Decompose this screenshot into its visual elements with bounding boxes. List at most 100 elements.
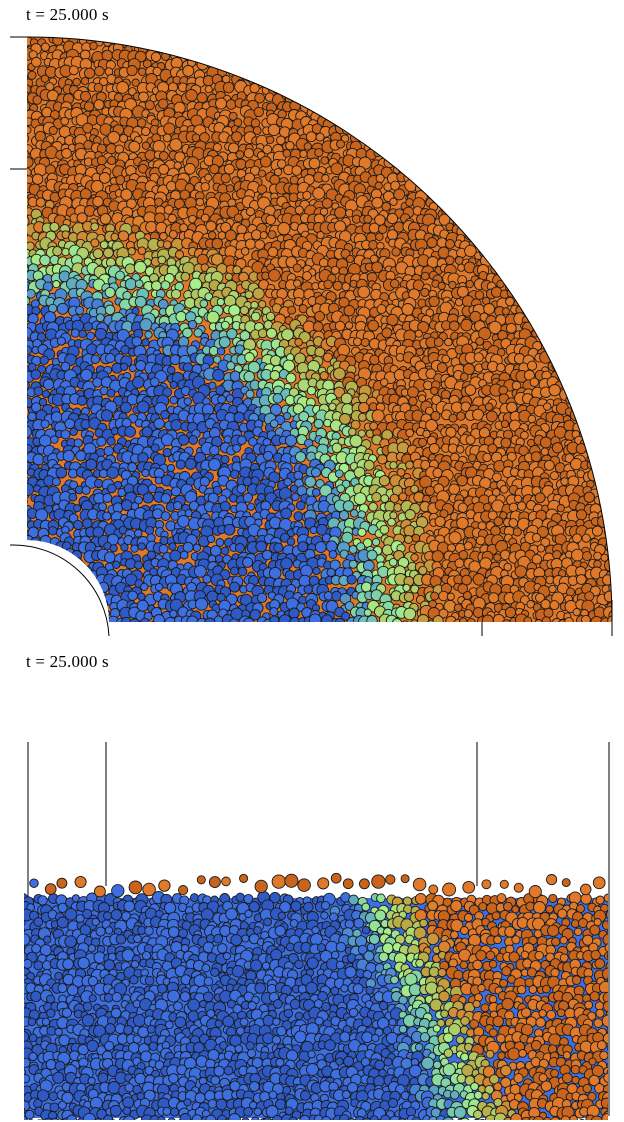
particle-3674 (80, 565, 93, 579)
particle-844 (352, 983, 364, 995)
particle-3459 (531, 533, 542, 543)
particle-92 (68, 65, 79, 76)
particle-3809 (140, 582, 149, 592)
particle-2691 (75, 450, 87, 462)
particle-2677 (540, 447, 550, 456)
particle-2133 (27, 386, 29, 400)
particle-3646 (388, 557, 398, 567)
particle-236 (215, 97, 228, 110)
particle-3915 (488, 592, 500, 604)
particle-565 (184, 162, 196, 175)
particle-3727 (514, 565, 528, 578)
particle-470 (158, 151, 169, 161)
particle-3081 (380, 494, 390, 503)
particle-3142 (295, 500, 306, 511)
particle-3452 (475, 535, 486, 546)
particle-499 (27, 156, 34, 168)
particle-3108 (14, 504, 26, 516)
particle-2548 (50, 435, 59, 444)
particle-4026 (363, 608, 372, 617)
particle-3154 (393, 503, 403, 512)
particle-1999 (16, 372, 26, 382)
particle-136 (533, 901, 546, 914)
particle-753 (203, 976, 214, 987)
particle-3881 (206, 590, 219, 603)
particle-3220 (350, 509, 359, 518)
particle-1063 (445, 239, 455, 249)
particle-3908 (430, 591, 440, 601)
particle-1722 (414, 329, 423, 338)
particle-1529 (376, 304, 387, 315)
particle-408 (368, 933, 380, 945)
particle-2599 (465, 434, 476, 445)
particle-1841 (337, 343, 351, 357)
particle-2967 (27, 483, 34, 496)
particle-1335 (293, 279, 302, 288)
particle-1876 (90, 354, 101, 364)
particle-1040 (254, 239, 265, 250)
particle-2284 (136, 400, 150, 414)
particle-2551 (73, 438, 83, 448)
particle-1098 (267, 246, 279, 258)
particle-2488 (124, 425, 136, 438)
particle-2630 (150, 443, 160, 453)
particle-2863 (334, 469, 344, 479)
particle-192 (138, 91, 149, 103)
particle-1895 (244, 352, 255, 363)
particle-3641 (348, 559, 358, 569)
particle-424 (141, 141, 151, 150)
particle-2023 (212, 368, 225, 382)
particle-218 (605, 910, 608, 920)
particle-788 (405, 198, 414, 207)
particle-3429 (286, 537, 296, 546)
particle-1649 (334, 320, 346, 332)
particle-909 (90, 222, 100, 232)
particle-3930 (610, 590, 612, 602)
particle-2777 (208, 458, 221, 472)
particle-1443 (184, 297, 196, 309)
particle-237 (225, 99, 237, 110)
particle-4068 (186, 615, 199, 622)
particle-3802 (602, 574, 612, 586)
particle-944 (377, 224, 388, 234)
particle-453 (27, 149, 30, 162)
particle-4039 (472, 607, 484, 618)
particle-1035 (211, 237, 224, 250)
particle-2219 (169, 395, 178, 405)
particle-2032 (285, 372, 297, 384)
particle-659 (166, 180, 177, 192)
particle-397 (265, 135, 275, 145)
particle-978 (207, 231, 217, 240)
particle-3043 (68, 492, 78, 502)
particle-3482 (137, 542, 146, 551)
particle-3212 (280, 507, 293, 520)
particle-4111 (541, 616, 551, 622)
particle-2248 (408, 396, 418, 406)
particle-260 (353, 917, 365, 929)
particle-2337 (573, 403, 586, 416)
particle-3799 (575, 574, 587, 585)
particle-2664 (428, 443, 440, 454)
particle-3887 (256, 592, 268, 604)
particle-3097 (513, 494, 523, 503)
particle-153 (93, 82, 104, 93)
particle-629 (321, 174, 330, 183)
particle-108 (303, 901, 314, 913)
particle-2136 (41, 389, 50, 399)
particle-4031 (403, 607, 417, 621)
particle-185 (80, 90, 91, 102)
particle-853 (76, 212, 88, 224)
particle-128 (131, 78, 140, 87)
particle-3715 (418, 565, 428, 576)
particle-1273 (268, 268, 281, 282)
particle-172 (225, 907, 238, 921)
particle-841 (330, 986, 340, 996)
particle-808 (57, 983, 68, 994)
particle-916 (145, 220, 158, 234)
particle-864 (167, 213, 177, 224)
particle-3585 (431, 550, 444, 563)
particle-2637 (209, 445, 220, 456)
particle-578 (291, 165, 302, 176)
particle-497 (381, 148, 391, 158)
particle-2614 (27, 444, 33, 453)
